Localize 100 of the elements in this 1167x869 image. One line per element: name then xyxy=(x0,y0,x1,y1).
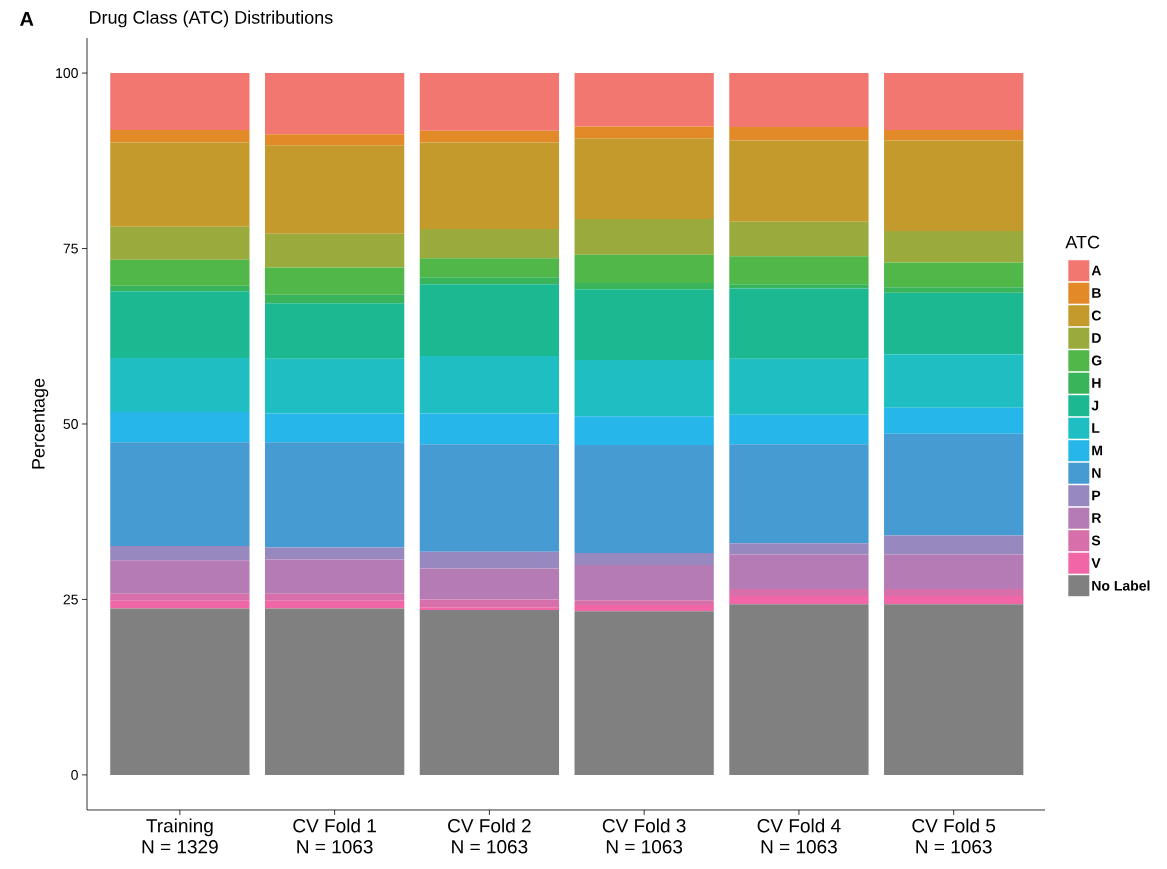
bar xyxy=(419,284,560,356)
bar xyxy=(264,267,405,295)
bar xyxy=(729,358,869,415)
bar xyxy=(884,535,1024,555)
bar xyxy=(110,291,250,359)
bar xyxy=(110,259,250,286)
x-tick-label: CV Fold 4 N = 1063 xyxy=(757,818,841,854)
bar xyxy=(419,551,560,569)
legend-label: C xyxy=(1091,310,1102,321)
bar xyxy=(419,413,560,445)
y-tick-label: 100 xyxy=(56,68,78,79)
x-tick-label: CV Fold 1 N = 1063 xyxy=(293,818,376,854)
legend-label: No Label xyxy=(1092,580,1150,591)
bar xyxy=(729,221,869,257)
bar xyxy=(264,294,405,304)
bar xyxy=(884,73,1024,130)
bar xyxy=(729,604,869,775)
bar xyxy=(729,595,869,605)
legend-label: N xyxy=(1092,468,1101,478)
bar xyxy=(884,292,1024,355)
bar xyxy=(264,134,405,146)
y-axis-title: Percentage xyxy=(32,378,49,469)
bar xyxy=(264,73,405,135)
bar xyxy=(264,600,405,609)
bar xyxy=(110,226,250,260)
bar xyxy=(110,285,250,292)
y-tick-label: 75 xyxy=(63,243,78,254)
legend-label: A xyxy=(1091,265,1102,276)
bar xyxy=(419,228,560,259)
bar xyxy=(574,611,714,775)
legend-label: B xyxy=(1092,288,1101,298)
bar xyxy=(729,444,869,544)
bar xyxy=(264,303,405,359)
bar xyxy=(419,258,560,278)
bar xyxy=(110,600,250,609)
bar xyxy=(110,142,250,227)
text: A xyxy=(20,12,34,26)
bar xyxy=(264,145,405,234)
bar xyxy=(110,593,250,601)
bar xyxy=(419,444,560,552)
bar xyxy=(419,568,560,600)
bar xyxy=(884,140,1024,231)
bar xyxy=(419,130,560,143)
bar xyxy=(884,354,1024,408)
bar xyxy=(110,608,250,775)
bar xyxy=(110,442,250,547)
bar xyxy=(574,282,714,290)
legend-label: D xyxy=(1092,333,1101,343)
bar xyxy=(419,142,560,229)
bar xyxy=(729,543,869,555)
bar xyxy=(884,588,1024,596)
bar xyxy=(574,445,714,554)
bar xyxy=(264,547,405,560)
legend-label: V xyxy=(1091,558,1101,568)
legend-label: S xyxy=(1091,535,1101,546)
bar xyxy=(574,138,714,220)
bar xyxy=(884,407,1024,434)
bar xyxy=(884,554,1024,589)
bar xyxy=(884,230,1024,263)
bar xyxy=(110,73,250,130)
bar xyxy=(884,433,1024,536)
bar xyxy=(729,140,869,222)
bar xyxy=(264,358,405,414)
bar xyxy=(729,288,869,359)
chart-title: Drug Class (ATC) Distributions xyxy=(90,10,333,28)
bar xyxy=(110,129,250,143)
bar xyxy=(574,565,714,601)
bar xyxy=(574,126,714,139)
legend-label: J xyxy=(1091,400,1099,411)
bar xyxy=(264,413,405,443)
legend-label: P xyxy=(1092,490,1101,501)
bar xyxy=(110,358,250,413)
bar xyxy=(419,607,560,610)
legend-label: M xyxy=(1092,445,1103,456)
bar xyxy=(110,546,250,561)
bar xyxy=(884,262,1024,288)
x-tick-label: Training N = 1329 xyxy=(142,818,218,854)
legend-label: R xyxy=(1092,513,1102,523)
legend-title: ATC xyxy=(1065,235,1100,249)
bar xyxy=(574,416,714,446)
bar xyxy=(729,73,869,128)
bar xyxy=(574,605,714,612)
y-tick-label: 25 xyxy=(63,594,78,605)
bar xyxy=(574,73,714,127)
bar xyxy=(729,554,869,589)
bar xyxy=(264,233,405,268)
legend-label: H xyxy=(1092,378,1101,388)
bar xyxy=(729,256,869,285)
legend-label: L xyxy=(1092,423,1100,433)
bar xyxy=(884,604,1024,775)
bar xyxy=(729,284,869,289)
bar xyxy=(729,127,869,141)
bar xyxy=(574,219,714,255)
bar xyxy=(884,129,1024,141)
bar xyxy=(419,355,560,414)
bar xyxy=(264,559,405,594)
bar xyxy=(884,287,1024,293)
legend-label: G xyxy=(1091,355,1102,366)
x-tick-label: CV Fold 5 N = 1063 xyxy=(912,818,996,854)
bar xyxy=(729,414,869,445)
